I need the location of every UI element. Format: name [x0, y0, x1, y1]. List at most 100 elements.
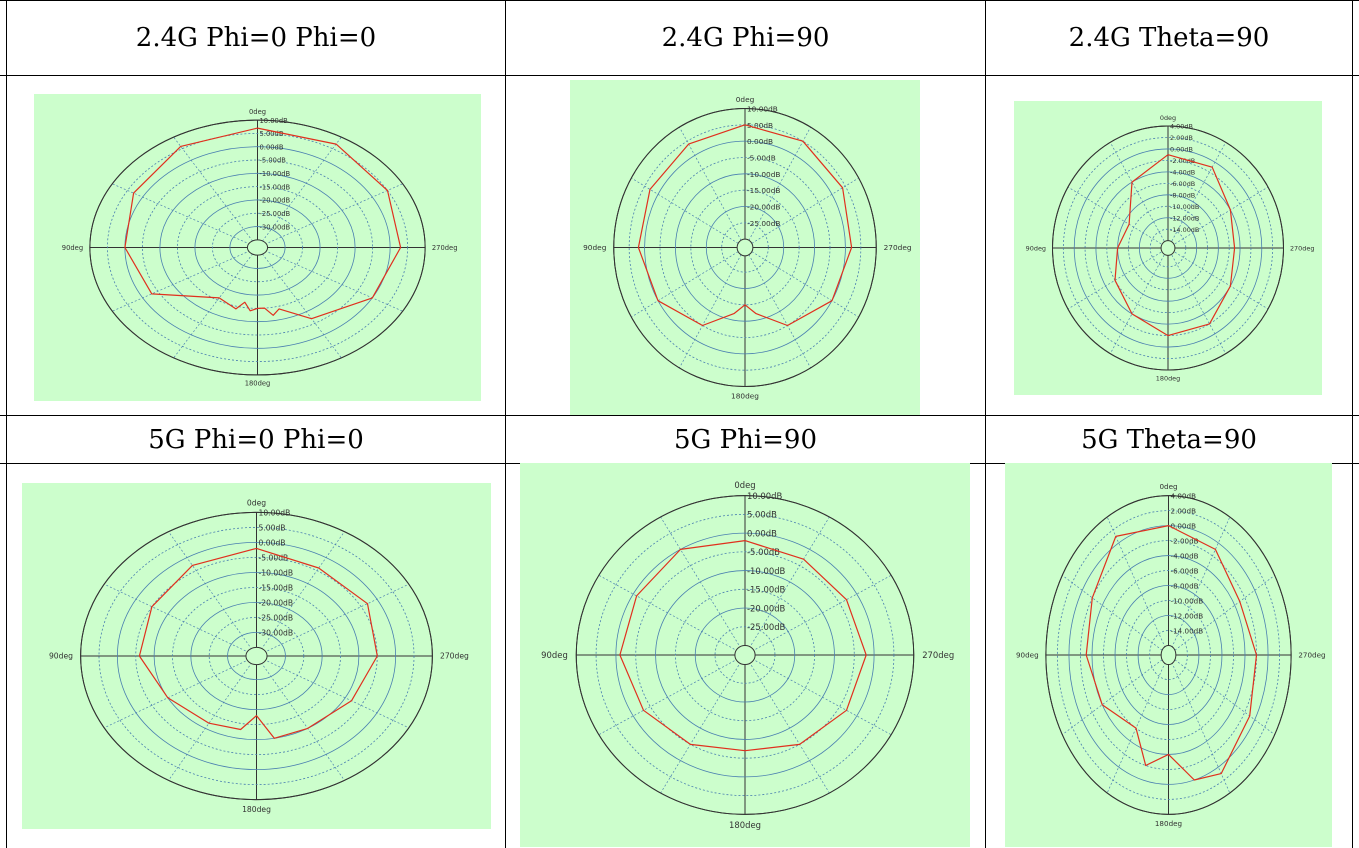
radial-tick-label: 5.00dB — [260, 130, 284, 138]
spoke-line — [598, 654, 746, 735]
spoke-line — [112, 183, 258, 248]
db-ring — [1073, 148, 1263, 348]
spoke-line — [1067, 186, 1169, 249]
angle-label-0: 0deg — [247, 499, 266, 508]
db-ring — [194, 199, 321, 296]
radial-tick-label: 0.00dB — [747, 137, 773, 146]
radial-tick-label: 10.00dB — [259, 508, 291, 517]
db-ring — [227, 631, 286, 681]
radial-tick-label: 10.00dB — [747, 104, 778, 113]
spoke-line — [173, 136, 258, 248]
radial-tick-label: -20.00dB — [747, 202, 780, 211]
center-hub — [736, 238, 754, 257]
angle-label-90: 90deg — [49, 652, 73, 661]
radial-tick-label: -25.00dB — [260, 210, 291, 218]
db-ring — [1128, 205, 1208, 291]
pattern-trace — [619, 540, 867, 752]
db-ring — [1062, 137, 1274, 359]
db-ring — [1106, 182, 1230, 314]
angle-label-0: 0deg — [1159, 482, 1177, 491]
spoke-line — [1168, 516, 1231, 656]
db-ring — [659, 157, 831, 338]
radial-tick-label: -2.00dB — [1170, 157, 1195, 165]
header-cell: 2.4G Theta=90 — [1068, 23, 1270, 53]
pattern-trace — [124, 127, 402, 320]
db-ring — [208, 616, 305, 696]
db-ring — [1137, 615, 1200, 695]
angle-label-90: 90deg — [1026, 244, 1046, 252]
db-ring — [177, 186, 338, 309]
spoke-line — [257, 183, 403, 248]
pattern-trace — [637, 124, 853, 327]
spoke-line — [660, 654, 746, 794]
spoke-line — [744, 126, 811, 248]
radial-tick-label: 0.00dB — [747, 528, 777, 538]
radial-tick-label: -5.00dB — [260, 157, 287, 165]
angle-label-0: 0deg — [1160, 114, 1176, 122]
db-ring — [1126, 600, 1211, 710]
polar-chart-svg: 10.00dB 5.00dB 0.00dB -5.00dB -10.00dB -15.00… — [541, 480, 954, 830]
db-ring — [1068, 525, 1269, 785]
spoke-line — [256, 655, 409, 729]
radial-tick-label: -15.00dB — [747, 585, 786, 595]
spoke-line — [257, 247, 342, 359]
header-cell: 5G Theta=90 — [1081, 424, 1257, 455]
angle-label-90: 90deg — [1016, 651, 1039, 660]
db-ring — [98, 527, 415, 785]
db-ring — [153, 571, 360, 741]
radial-tick-label: 2.00dB — [1170, 134, 1193, 142]
polar-plot-5g-theta90: 4.00dB 2.00dB 0.00dB -2.00dB -4.00dB -6.00dB -… — [1005, 463, 1332, 847]
table-border-col1 — [505, 0, 506, 848]
radial-tick-label: -10.00dB — [1170, 203, 1199, 211]
db-ring — [694, 607, 796, 703]
radial-tick-label: -6.00dB — [1170, 180, 1195, 188]
table-border-left — [6, 0, 7, 848]
spoke-line — [168, 655, 257, 781]
polar-plot-5g-phi90: 10.00dB 5.00dB 0.00dB -5.00dB -10.00dB -15.00… — [520, 463, 970, 847]
db-ring — [635, 551, 855, 759]
outer-ring — [89, 119, 426, 376]
angle-label-180: 180deg — [729, 820, 761, 830]
radial-tick-label: -5.00dB — [747, 153, 776, 162]
spoke-line — [679, 126, 746, 248]
spoke-line — [1109, 247, 1169, 354]
radial-tick-label: -20.00dB — [259, 598, 294, 607]
spoke-line — [1167, 186, 1269, 249]
angle-label-270: 270deg — [432, 244, 458, 252]
angle-label-90: 90deg — [62, 244, 83, 252]
angle-label-180: 180deg — [245, 380, 271, 388]
pattern-trace — [138, 547, 378, 739]
pattern-trace — [1085, 525, 1258, 781]
db-ring — [1149, 228, 1187, 268]
db-ring — [615, 532, 875, 778]
polar-chart-svg: 10.00dB 5.00dB 0.00dB -5.00dB -10.00dB -15.00… — [583, 95, 911, 400]
spoke-line — [1168, 654, 1231, 794]
spoke-line — [173, 247, 258, 359]
spoke-line — [660, 516, 746, 656]
angle-label-180: 180deg — [1156, 374, 1180, 382]
radial-tick-label: -25.00dB — [747, 622, 786, 632]
spoke-line — [1106, 516, 1169, 656]
db-ring — [1057, 510, 1280, 800]
radial-tick-label: -30.00dB — [259, 628, 294, 637]
radial-tick-label: 4.00dB — [1170, 123, 1193, 131]
radial-tick-label: -15.00dB — [259, 583, 294, 592]
radial-tick-label: -10.00dB — [1171, 596, 1204, 605]
db-ring — [159, 172, 356, 323]
radial-tick-label: -10.00dB — [259, 568, 294, 577]
db-ring — [1149, 630, 1188, 680]
angle-label-270: 270deg — [440, 652, 469, 661]
db-ring — [1114, 585, 1223, 725]
radial-tick-label: -5.00dB — [259, 553, 289, 562]
table-border-top — [0, 0, 1359, 1]
center-hub — [245, 646, 268, 666]
spoke-line — [112, 247, 258, 312]
db-ring — [595, 513, 895, 797]
radial-tick-label: -8.00dB — [1170, 191, 1195, 199]
radial-tick-label: -12.00dB — [1171, 611, 1204, 620]
db-ring — [690, 189, 800, 306]
center-hub — [734, 644, 756, 666]
radial-tick-label: -4.00dB — [1170, 168, 1195, 176]
table-border-right — [1352, 0, 1353, 848]
